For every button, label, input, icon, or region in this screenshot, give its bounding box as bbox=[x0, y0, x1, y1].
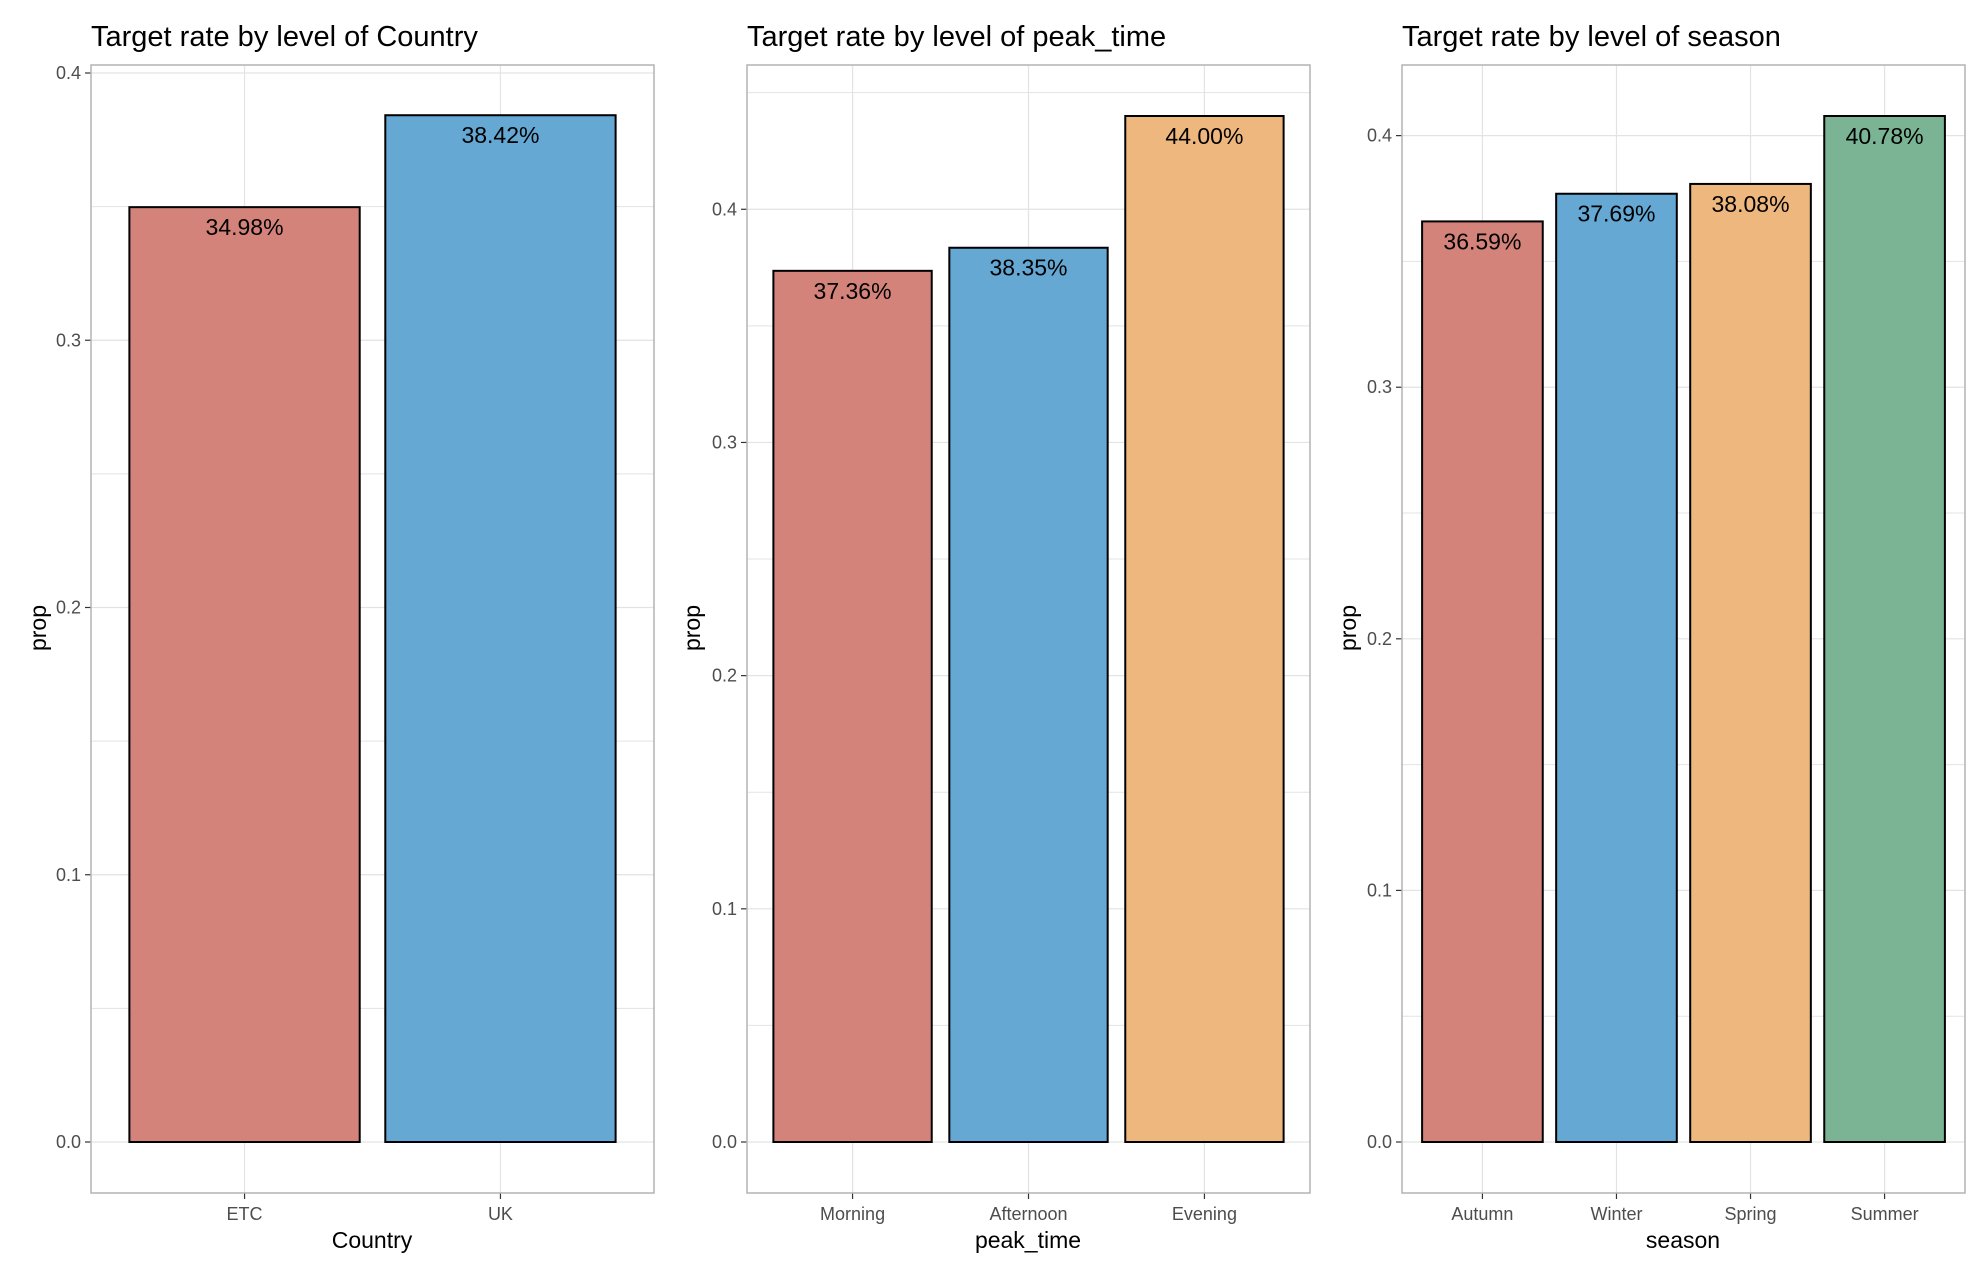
x-tick-label: Morning bbox=[820, 1204, 885, 1224]
x-axis-title: Country bbox=[332, 1227, 413, 1253]
x-axis-title: peak_time bbox=[975, 1227, 1081, 1253]
x-tick-label: ETC bbox=[227, 1204, 263, 1224]
x-axis-title: season bbox=[1646, 1227, 1720, 1253]
y-tick-label: 0.1 bbox=[1367, 880, 1392, 900]
y-tick-label: 0.3 bbox=[712, 432, 737, 452]
y-tick-label: 0.0 bbox=[712, 1132, 737, 1152]
data-label: 40.78% bbox=[1846, 123, 1924, 149]
bar bbox=[1556, 194, 1677, 1142]
bar bbox=[1690, 184, 1811, 1142]
y-tick-label: 0.2 bbox=[712, 666, 737, 686]
y-tick-label: 0.2 bbox=[1367, 629, 1392, 649]
y-axis-title: prop bbox=[679, 605, 705, 651]
data-label: 38.08% bbox=[1712, 191, 1790, 217]
chart-title: Target rate by level of season bbox=[1402, 21, 1781, 53]
data-label: 34.98% bbox=[206, 214, 284, 240]
data-label: 37.36% bbox=[814, 278, 892, 304]
panel-peak-time: Target rate by level of peak_time peak_t… bbox=[679, 21, 1310, 1253]
data-label: 37.69% bbox=[1577, 201, 1655, 227]
y-axis-title: prop bbox=[1335, 605, 1361, 651]
panel-season: Target rate by level of season season pr… bbox=[1335, 21, 1965, 1253]
y-tick-label: 0.3 bbox=[56, 330, 81, 350]
data-label: 38.35% bbox=[989, 255, 1067, 281]
bar bbox=[1125, 116, 1283, 1142]
x-tick-label: Evening bbox=[1172, 1204, 1237, 1224]
y-tick-label: 0.2 bbox=[56, 598, 81, 618]
data-label: 38.42% bbox=[461, 122, 539, 148]
x-tick-label: Summer bbox=[1851, 1204, 1919, 1224]
data-label: 44.00% bbox=[1165, 123, 1243, 149]
y-tick-label: 0.3 bbox=[1367, 377, 1392, 397]
y-tick-label: 0.4 bbox=[1367, 126, 1392, 146]
x-tick-label: UK bbox=[488, 1204, 513, 1224]
panel-country: Target rate by level of Country Country … bbox=[25, 21, 654, 1253]
bar bbox=[773, 271, 931, 1142]
x-tick-label: Spring bbox=[1725, 1204, 1777, 1224]
y-tick-label: 0.0 bbox=[1367, 1132, 1392, 1152]
y-tick-label: 0.1 bbox=[56, 865, 81, 885]
bar bbox=[1422, 221, 1543, 1142]
chart-title: Target rate by level of peak_time bbox=[747, 21, 1166, 53]
bar bbox=[385, 115, 615, 1142]
y-tick-label: 0.0 bbox=[56, 1132, 81, 1152]
y-axis-title: prop bbox=[25, 605, 51, 651]
bar bbox=[1824, 116, 1945, 1142]
x-tick-label: Afternoon bbox=[989, 1204, 1067, 1224]
x-tick-label: Winter bbox=[1590, 1204, 1642, 1224]
data-label: 36.59% bbox=[1443, 228, 1521, 254]
bar bbox=[129, 207, 359, 1142]
plot-area: 0.0 0.1 0.2 0.3 0.4 36.59% 37.69% 38.08% 40.78% A… bbox=[1367, 65, 1965, 1224]
y-tick-label: 0.4 bbox=[56, 63, 81, 83]
plot-area: 0.0 0.1 0.2 0.3 0.4 37.36% 38.35% 44.00% Morning… bbox=[712, 65, 1310, 1224]
bar bbox=[949, 248, 1107, 1142]
chart-title: Target rate by level of Country bbox=[91, 21, 478, 53]
y-tick-label: 0.4 bbox=[712, 199, 737, 219]
x-tick-label: Autumn bbox=[1451, 1204, 1513, 1224]
plot-area: 0.0 0.1 0.2 0.3 0.4 34.98% 38.42% ETC UK bbox=[56, 63, 654, 1224]
y-tick-label: 0.1 bbox=[712, 899, 737, 919]
